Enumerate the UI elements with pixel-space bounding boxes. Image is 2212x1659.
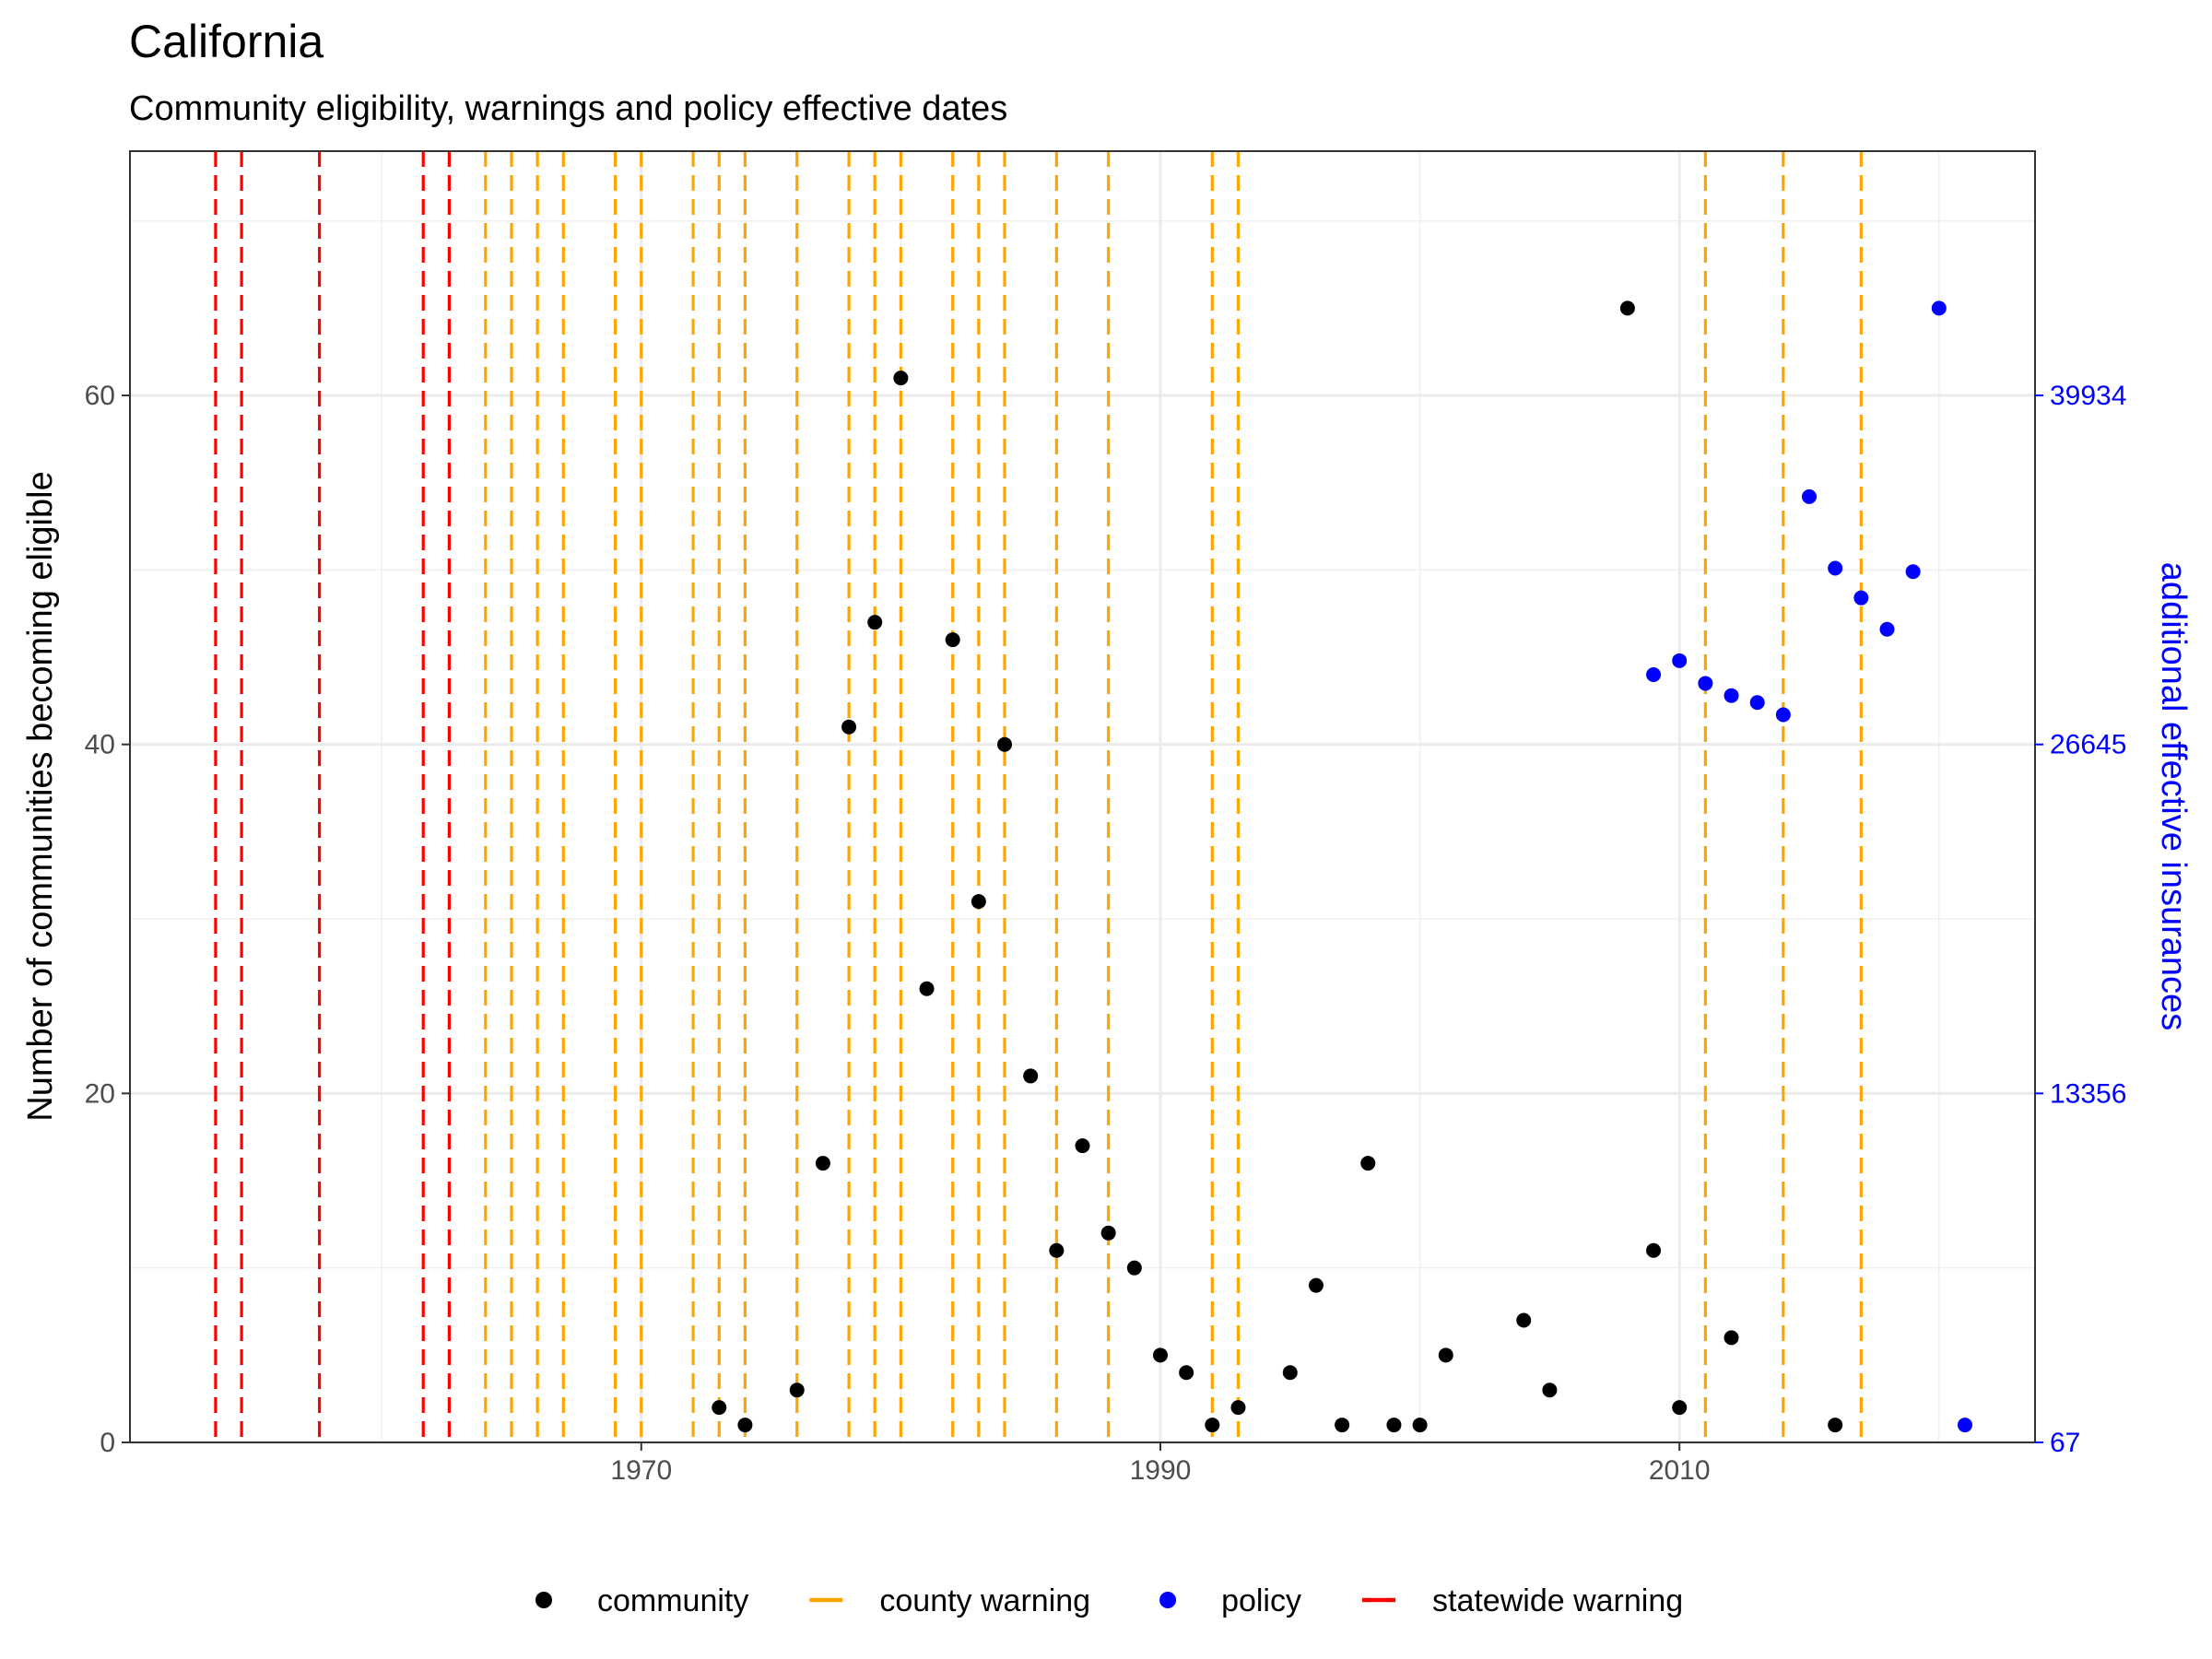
data-points (712, 300, 1972, 1433)
community-point (1412, 1418, 1428, 1433)
x-tick-label: 1990 (1130, 1455, 1192, 1486)
secondary-y-axis-title: additional effective insurances (2154, 562, 2193, 1030)
legend-key-community (535, 1592, 552, 1608)
policy-point (1828, 560, 1843, 576)
community-point (1152, 1347, 1168, 1363)
community-point (945, 632, 960, 648)
policy-point (1853, 590, 1869, 606)
y-tick-label: 20 (85, 1078, 115, 1109)
y-tick-label: 0 (100, 1428, 115, 1458)
community-point (841, 719, 857, 735)
community-point (867, 615, 883, 630)
y2-tick-label: 67 (2050, 1428, 2080, 1458)
policy-point (1905, 564, 1921, 580)
policy-point (1672, 653, 1688, 668)
y2-tick-label: 13356 (2050, 1078, 2126, 1109)
community-point (1828, 1418, 1843, 1433)
community-point (1386, 1418, 1402, 1433)
legend-label-policy: policy (1221, 1583, 1301, 1618)
policy-point (1957, 1418, 1972, 1433)
plot-panel (129, 150, 2036, 1444)
community-point (1205, 1418, 1220, 1433)
policy-point (1724, 688, 1739, 703)
policy-point (1646, 666, 1662, 682)
x-tick-label: 1970 (610, 1455, 672, 1486)
y-tick-label: 60 (85, 381, 115, 411)
policy-point (1802, 488, 1818, 504)
y-axis: 0 20 40 60 (85, 381, 130, 1458)
community-point (1230, 1400, 1246, 1416)
policy-point (1749, 695, 1765, 711)
community-point (919, 981, 935, 996)
community-point (1100, 1225, 1116, 1241)
community-point (1672, 1400, 1688, 1416)
legend-label-statewide-warning: statewide warning (1432, 1583, 1683, 1618)
community-point (971, 894, 986, 910)
chart-title: California (129, 16, 324, 67)
plot-background (130, 151, 2035, 1442)
policy-point (1698, 676, 1713, 691)
legend-label-community: community (597, 1583, 748, 1618)
chart-subtitle: Community eligibility, warnings and poli… (129, 89, 1007, 128)
community-point (1724, 1330, 1739, 1346)
community-point (1126, 1260, 1142, 1276)
community-point (1023, 1068, 1039, 1084)
community-point (1646, 1242, 1662, 1258)
community-point (997, 736, 1013, 752)
legend-label-county-warning: county warning (879, 1583, 1090, 1618)
community-point (1075, 1138, 1090, 1154)
community-point (789, 1382, 805, 1398)
community-point (1335, 1418, 1350, 1433)
community-point (1542, 1382, 1558, 1398)
legend: community county warning policy statewide w… (535, 1583, 1683, 1618)
community-point (1516, 1312, 1532, 1328)
community-point (1438, 1347, 1453, 1363)
legend-key-policy (1159, 1592, 1177, 1608)
community-point (1308, 1277, 1324, 1293)
community-point (1360, 1156, 1376, 1171)
y-tick-label: 40 (85, 730, 115, 760)
secondary-y-axis: 67 13356 26645 39934 (2035, 381, 2126, 1458)
x-tick-label: 2010 (1649, 1455, 1711, 1486)
community-point (737, 1418, 753, 1433)
policy-point (1775, 707, 1791, 723)
community-point (1179, 1365, 1194, 1381)
community-point (1049, 1242, 1065, 1258)
policy-point (1931, 300, 1947, 316)
community-point (1282, 1365, 1298, 1381)
community-point (712, 1400, 727, 1416)
community-point (1619, 300, 1635, 316)
plot-border (129, 150, 2036, 1443)
y2-tick-label: 39934 (2050, 381, 2126, 411)
y-axis-title: Number of communities becoming eligible (21, 471, 60, 1121)
community-point (815, 1156, 830, 1171)
policy-point (1879, 621, 1895, 637)
y2-tick-label: 26645 (2050, 730, 2126, 760)
community-point (893, 371, 909, 386)
x-axis: 1970 1990 2010 (610, 1442, 1711, 1486)
